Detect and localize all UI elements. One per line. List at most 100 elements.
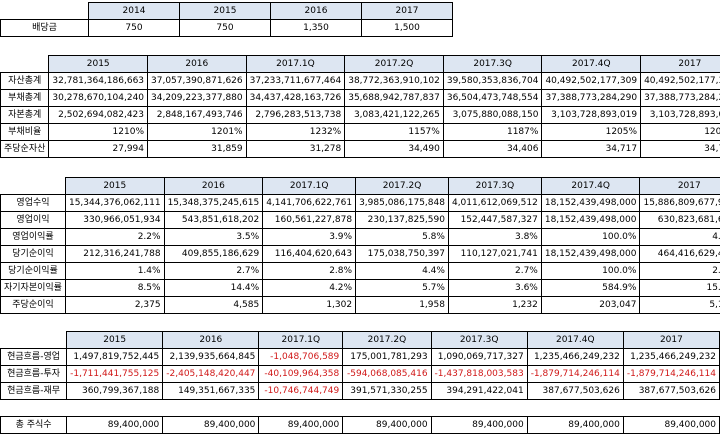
value-cell[interactable]: 387,677,503,626	[526, 382, 624, 400]
value-cell[interactable]: 3.8%	[447, 228, 542, 246]
value-cell[interactable]: 3,083,421,122,265	[344, 106, 444, 124]
value-cell[interactable]: 40,492,502,177,309	[640, 72, 720, 90]
row-label-cell[interactable]: 현금흐름-투자	[0, 365, 68, 383]
period-header-cell[interactable]: 2015	[66, 331, 164, 349]
shares-value-cell[interactable]: 89,400,000	[622, 416, 720, 434]
value-cell[interactable]: 160,561,227,878	[262, 211, 357, 229]
value-cell[interactable]: 4,141,706,622,761	[262, 194, 357, 212]
period-header-cell[interactable]: 2017	[622, 331, 720, 349]
value-cell[interactable]: 2,139,935,664,845	[162, 348, 260, 366]
value-cell[interactable]: 15,344,376,062,111	[64, 194, 165, 212]
shares-label-cell[interactable]: 총 주식수	[0, 416, 68, 434]
value-cell[interactable]: 4,585	[163, 296, 264, 314]
shares-value-cell[interactable]: 89,400,000	[258, 416, 344, 434]
row-label-cell[interactable]: 현금흐름-재무	[0, 382, 68, 400]
period-header-cell[interactable]: 2017.2Q	[342, 331, 432, 349]
value-cell[interactable]: 1210%	[48, 123, 149, 141]
period-header-cell[interactable]: 2017.3Q	[430, 331, 528, 349]
value-cell[interactable]: 15.0%	[639, 279, 720, 297]
row-label-cell[interactable]: 자산총계	[0, 72, 50, 90]
value-cell[interactable]: 4,011,612,069,512	[447, 194, 542, 212]
value-cell[interactable]: 1157%	[344, 123, 444, 141]
value-cell[interactable]: 330,966,051,934	[64, 211, 165, 229]
value-cell[interactable]: 360,799,367,188	[66, 382, 164, 400]
value-cell[interactable]: 175,038,750,397	[355, 245, 449, 263]
shares-value-cell[interactable]: 89,400,000	[342, 416, 432, 434]
value-cell[interactable]: -1,879,714,246,114	[526, 365, 624, 383]
value-cell[interactable]: 116,404,620,643	[262, 245, 357, 263]
value-cell[interactable]: 584.9%	[540, 279, 641, 297]
row-label-cell[interactable]: 당기순이익	[0, 245, 66, 263]
value-cell[interactable]: 4.4%	[355, 262, 449, 280]
shares-value-cell[interactable]: 89,400,000	[526, 416, 624, 434]
value-cell[interactable]: 110,127,021,741	[447, 245, 542, 263]
value-cell[interactable]: 35,688,942,787,837	[344, 89, 444, 107]
value-cell[interactable]: 34,717	[640, 140, 720, 158]
value-cell[interactable]: 1.4%	[64, 262, 165, 280]
value-cell[interactable]: 2,502,694,082,423	[48, 106, 149, 124]
period-header-cell[interactable]: 2016	[162, 331, 260, 349]
period-header-cell[interactable]: 2015	[64, 177, 165, 195]
value-cell[interactable]: 630,823,681,692	[639, 211, 720, 229]
corner-cell[interactable]	[1, 56, 49, 73]
value-cell[interactable]: 175,001,781,293	[342, 348, 432, 366]
value-cell[interactable]: 464,416,629,461	[639, 245, 720, 263]
period-header-cell[interactable]: 2017	[640, 55, 720, 73]
value-cell[interactable]: 3,985,086,175,848	[355, 194, 449, 212]
value-cell[interactable]: 15,348,375,245,615	[163, 194, 264, 212]
value-cell[interactable]: 2.7%	[447, 262, 542, 280]
value-cell[interactable]: 149,351,667,335	[162, 382, 260, 400]
value-cell[interactable]: 1,090,069,717,327	[430, 348, 528, 366]
dividend-label-cell[interactable]: 배당금	[0, 19, 89, 37]
value-cell[interactable]: 2,375	[64, 296, 165, 314]
value-cell[interactable]: 2,848,167,493,746	[147, 106, 247, 124]
period-header-cell[interactable]: 2017.1Q	[262, 177, 357, 195]
value-cell[interactable]: 18,152,439,498,000	[540, 211, 641, 229]
period-header-cell[interactable]: 2017.4Q	[540, 177, 641, 195]
value-cell[interactable]: 1232%	[245, 123, 346, 141]
row-label-cell[interactable]: 주당순이익	[0, 296, 66, 314]
value-cell[interactable]: 1,497,819,752,445	[66, 348, 164, 366]
dividend-year-cell[interactable]: 2017	[361, 2, 453, 20]
value-cell[interactable]: 15,886,809,677,955	[639, 194, 720, 212]
value-cell[interactable]: 1201%	[147, 123, 247, 141]
value-cell[interactable]: 1,302	[262, 296, 357, 314]
value-cell[interactable]: 3,103,728,893,019	[640, 106, 720, 124]
value-cell[interactable]: 1,235,466,249,232	[622, 348, 720, 366]
value-cell[interactable]: 391,571,330,255	[342, 382, 432, 400]
value-cell[interactable]: 37,388,773,284,290	[541, 89, 642, 107]
value-cell[interactable]: 1205%	[541, 123, 642, 141]
value-cell[interactable]: 100.0%	[540, 262, 641, 280]
period-header-cell[interactable]: 2017.1Q	[245, 55, 346, 73]
value-cell[interactable]: -1,437,818,003,583	[430, 365, 528, 383]
dividend-value-cell[interactable]: 1,350	[270, 19, 362, 37]
value-cell[interactable]: 2.8%	[262, 262, 357, 280]
period-header-cell[interactable]: 2017.1Q	[258, 331, 344, 349]
value-cell[interactable]: 34,490	[344, 140, 444, 158]
value-cell[interactable]: 387,677,503,626	[622, 382, 720, 400]
value-cell[interactable]: 3.6%	[447, 279, 542, 297]
value-cell[interactable]: 27,994	[48, 140, 149, 158]
value-cell[interactable]: -1,048,706,589	[258, 348, 344, 366]
dividend-value-cell[interactable]: 1,500	[361, 19, 453, 37]
period-header-cell[interactable]: 2017	[639, 177, 720, 195]
value-cell[interactable]: 2.9%	[639, 262, 720, 280]
dividend-year-cell[interactable]: 2016	[270, 2, 362, 20]
value-cell[interactable]: 32,781,364,186,663	[48, 72, 149, 90]
value-cell[interactable]: -1,711,441,755,125	[66, 365, 164, 383]
value-cell[interactable]: 1,235,466,249,232	[526, 348, 624, 366]
value-cell[interactable]: 1,958	[355, 296, 449, 314]
value-cell[interactable]: 100.0%	[540, 228, 641, 246]
value-cell[interactable]: 37,233,711,677,464	[245, 72, 346, 90]
value-cell[interactable]: 39,580,353,836,704	[442, 72, 543, 90]
corner-cell[interactable]	[1, 3, 89, 20]
value-cell[interactable]: 3,075,880,088,150	[442, 106, 543, 124]
row-label-cell[interactable]: 영업이익	[0, 211, 66, 229]
row-label-cell[interactable]: 자본총계	[0, 106, 50, 124]
value-cell[interactable]: -2,405,148,420,447	[162, 365, 260, 383]
row-label-cell[interactable]: 영업수익	[0, 194, 66, 212]
value-cell[interactable]: 1205%	[640, 123, 720, 141]
value-cell[interactable]: 37,057,390,871,626	[147, 72, 247, 90]
dividend-year-cell[interactable]: 2014	[88, 2, 180, 20]
period-header-cell[interactable]: 2017.2Q	[344, 55, 444, 73]
